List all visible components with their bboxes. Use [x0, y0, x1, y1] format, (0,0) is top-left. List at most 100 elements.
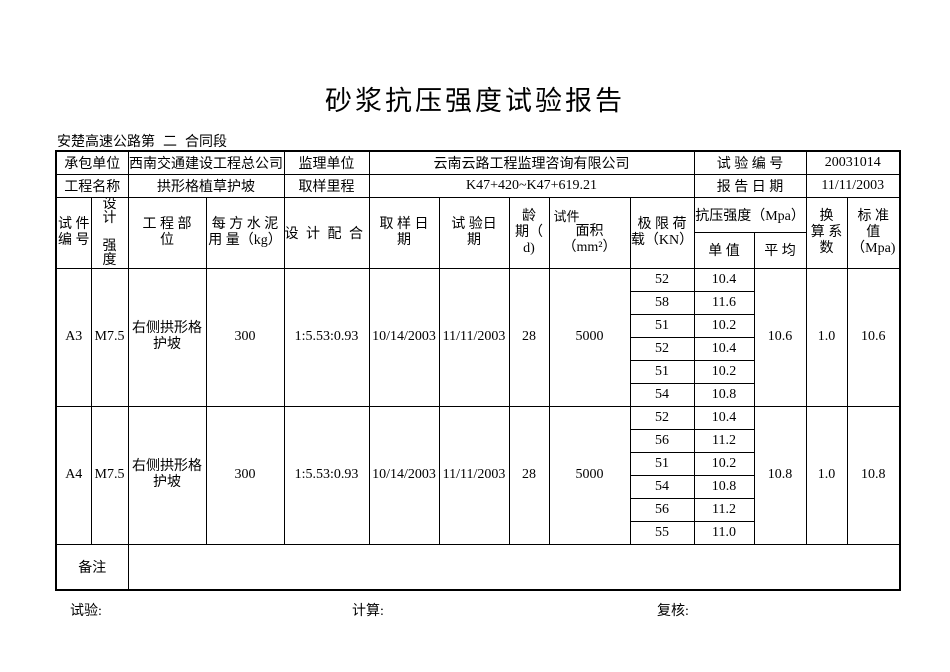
test-number-value: 20031014: [805, 150, 901, 175]
load-value-cell: 56: [629, 497, 695, 522]
single-value-cell: 11.2: [693, 497, 755, 522]
load-value-cell: 52: [629, 267, 695, 292]
mileage-value: K47+420~K47+619.21: [368, 173, 695, 198]
data-row-a4-sub: 51 10.2: [56, 451, 900, 476]
standard-cell: 10.8: [846, 405, 901, 545]
subtitle-suffix: 合同段: [185, 135, 227, 150]
col-header-strength-group: 抗压强度（Mpa）: [693, 196, 807, 233]
cement-cell: 300: [205, 267, 285, 407]
single-value-cell: 10.8: [693, 382, 755, 407]
load-value-cell: 51: [629, 359, 695, 384]
specimen-id-cell: A3: [55, 267, 92, 407]
test-number-label: 试 验 编 号: [693, 150, 807, 175]
col-header-age: 龄 期（ d): [508, 196, 550, 269]
project-name-value: 拱形格植草护坡: [127, 173, 285, 198]
ratio-cell: 1:5.53:0.93: [283, 267, 370, 407]
grade-cell: M7.5: [90, 267, 129, 407]
remarks-value: [127, 543, 901, 591]
area-cell: 5000: [548, 405, 631, 545]
area-header-line1: 试件: [553, 209, 580, 224]
data-row-a4-sub: 56 11.2: [56, 428, 900, 453]
col-header-standard: 标 准 值 （Mpa): [846, 196, 901, 269]
contractor-label: 承包单位: [55, 150, 129, 175]
standard-cell: 10.6: [846, 267, 901, 407]
single-value-cell: 10.2: [693, 313, 755, 338]
remarks-row: 备注: [55, 543, 901, 591]
reviewer-signature-label: 复核:: [657, 604, 689, 619]
average-cell: 10.6: [753, 267, 807, 407]
single-value-cell: 10.2: [693, 359, 755, 384]
load-value-cell: 52: [629, 336, 695, 361]
calculator-signature-label: 计算:: [352, 604, 384, 619]
ratio-cell: 1:5.53:0.93: [283, 405, 370, 545]
load-value-cell: 58: [629, 290, 695, 315]
info-row-1: 承包单位 西南交通建设工程总公司 监理单位 云南云路工程监理咨询有限公司 试 验…: [55, 150, 901, 175]
col-header-coef: 换 算 系 数: [805, 196, 848, 269]
part-cell: 右侧拱形格 护坡: [127, 267, 207, 407]
test-date-cell: 11/11/2003: [438, 405, 510, 545]
average-cell: 10.8: [753, 405, 807, 545]
data-row-a3-sub: 51 10.2: [56, 313, 900, 338]
col-header-design-strength: 设 计 强 度: [90, 196, 129, 269]
data-row-a3: A3 M7.5 右侧拱形格 护坡 300 1:5.53:0.93 10/14/2…: [55, 267, 901, 407]
data-row-a4: A4 M7.5 右侧拱形格 护坡 300 1:5.53:0.93 10/14/2…: [55, 405, 901, 545]
sample-date-cell: 10/14/2003: [368, 405, 440, 545]
mileage-label: 取样里程: [283, 173, 370, 198]
supervisor-label: 监理单位: [283, 150, 370, 175]
sample-date-cell: 10/14/2003: [368, 267, 440, 407]
area-cell: 5000: [548, 267, 631, 407]
cement-cell: 300: [205, 405, 285, 545]
remarks-label: 备注: [55, 543, 129, 591]
subtitle-underlined: 二: [155, 135, 185, 151]
contract-section-line: 安楚高速公路第二合同段: [57, 131, 227, 151]
grade-cell: M7.5: [90, 405, 129, 545]
test-date-cell: 11/11/2003: [438, 267, 510, 407]
col-header-sample-date: 取 样 日 期: [368, 196, 440, 269]
load-value-cell: 55: [629, 520, 695, 545]
single-value-cell: 10.8: [693, 474, 755, 499]
report-date-value: 11/11/2003: [805, 173, 901, 198]
specimen-id-cell: A4: [55, 405, 92, 545]
project-name-label: 工程名称: [55, 173, 129, 198]
subtitle-prefix: 安楚高速公路第: [57, 135, 155, 150]
col-header-average: 平 均: [753, 232, 807, 269]
load-value-cell: 54: [629, 382, 695, 407]
report-date-label: 报 告 日 期: [693, 173, 807, 198]
col-header-specimen-no: 试 件 编 号: [55, 196, 92, 269]
age-cell: 28: [508, 267, 550, 407]
contractor-value: 西南交通建设工程总公司: [127, 150, 285, 175]
data-row-a3-sub: 52 10.4: [56, 336, 900, 361]
area-header-line2: 面积 （mm²）: [562, 224, 617, 255]
single-value-cell: 10.4: [693, 336, 755, 361]
col-header-single: 单 值: [693, 232, 755, 269]
load-value-cell: 54: [629, 474, 695, 499]
data-row-a3-sub: 54 10.8: [56, 382, 900, 407]
col-header-mix-ratio: 设 计 配 合 比: [283, 196, 370, 269]
header-row-1: 试 件 编 号 设 计 强 度 工 程 部 位 每 方 水 泥 用 量（kg） …: [55, 196, 901, 269]
load-value-cell: 51: [629, 451, 695, 476]
load-value-cell: 51: [629, 313, 695, 338]
coef-cell: 1.0: [805, 267, 848, 407]
header-row-2: 单 值 平 均: [56, 232, 900, 269]
load-value-cell: 52: [629, 405, 695, 430]
single-value-cell: 11.6: [693, 290, 755, 315]
col-header-area: 试件 面积 （mm²）: [548, 196, 631, 269]
col-header-load: 极 限 荷 载（KN）: [629, 196, 695, 269]
single-value-cell: 11.0: [693, 520, 755, 545]
coef-cell: 1.0: [805, 405, 848, 545]
col-header-test-date: 试 验日 期: [438, 196, 510, 269]
tester-signature-label: 试验:: [70, 604, 102, 619]
col-header-part: 工 程 部 位: [127, 196, 207, 269]
page-title: 砂浆抗压强度试验报告: [325, 86, 625, 116]
supervisor-value: 云南云路工程监理咨询有限公司: [368, 150, 695, 175]
single-value-cell: 10.4: [693, 267, 755, 292]
report-table: 承包单位 西南交通建设工程总公司 监理单位 云南云路工程监理咨询有限公司 试 验…: [55, 150, 902, 591]
col-header-cement: 每 方 水 泥 用 量（kg）: [205, 196, 285, 269]
single-value-cell: 11.2: [693, 428, 755, 453]
single-value-cell: 10.2: [693, 451, 755, 476]
single-value-cell: 10.4: [693, 405, 755, 430]
load-value-cell: 56: [629, 428, 695, 453]
info-row-2: 工程名称 拱形格植草护坡 取样里程 K47+420~K47+619.21 报 告…: [55, 173, 901, 198]
age-cell: 28: [508, 405, 550, 545]
